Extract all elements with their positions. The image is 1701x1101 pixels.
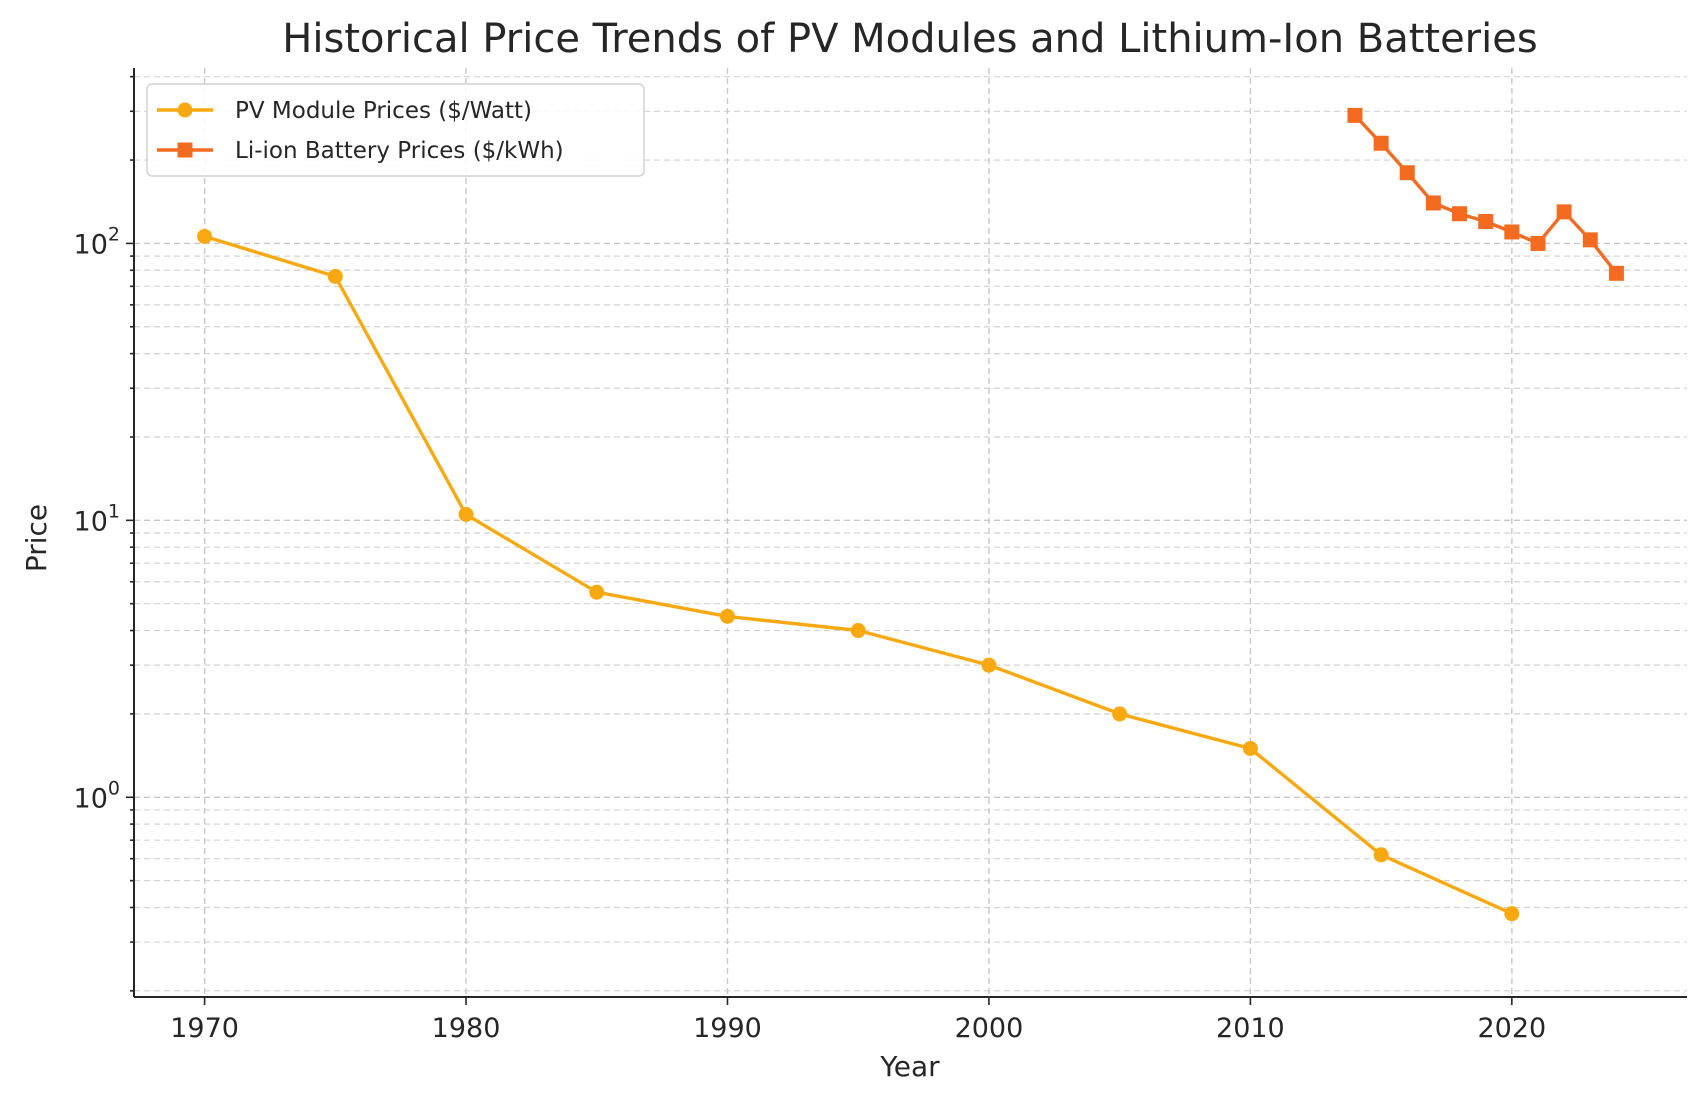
data-point	[327, 268, 343, 284]
data-point	[1399, 165, 1415, 181]
series-line-0	[204, 234, 1513, 916]
legend-marker	[177, 142, 193, 158]
data-point	[1478, 213, 1494, 229]
legend-label: Li-ion Battery Prices ($/kWh)	[235, 138, 564, 164]
y-axis-label: Price	[20, 504, 53, 572]
data-point	[1504, 224, 1520, 240]
grid-layer	[134, 68, 1687, 997]
y-tick-label: 102	[74, 223, 120, 260]
x-tick-label: 2020	[1477, 1013, 1546, 1044]
data-point	[1504, 906, 1520, 922]
data-point	[589, 584, 605, 600]
x-axis-label: Year	[879, 1050, 940, 1083]
data-point	[981, 657, 997, 673]
legend-label: PV Module Prices ($/Watt)	[235, 98, 532, 124]
data-point	[1112, 706, 1128, 722]
data-point	[1373, 135, 1389, 151]
x-tick-label: 1970	[170, 1013, 239, 1044]
y-tick-label: 101	[74, 500, 120, 537]
data-point	[1242, 741, 1258, 757]
data-point	[850, 623, 866, 639]
x-tick-label: 1980	[432, 1013, 501, 1044]
data-point	[1582, 232, 1598, 248]
legend: PV Module Prices ($/Watt) Li-ion Battery …	[146, 83, 645, 177]
x-tick-label: 1990	[693, 1013, 762, 1044]
data-point	[1530, 235, 1546, 251]
data-point	[458, 506, 474, 522]
chart-title: Historical Price Trends of PV Modules an…	[282, 16, 1537, 62]
data-point	[719, 608, 735, 624]
series-line-1	[1353, 114, 1618, 275]
data-point	[1347, 107, 1363, 123]
legend-box	[146, 83, 645, 177]
data-point	[1556, 204, 1572, 220]
x-tick-label: 2000	[955, 1013, 1024, 1044]
series-layer	[197, 107, 1624, 922]
data-point	[1452, 206, 1468, 222]
axes-layer: 100 101 102 1970 1980 1990 2000 2010 2020	[74, 68, 1687, 1044]
data-point	[1425, 195, 1441, 211]
data-point	[1373, 847, 1389, 863]
data-point	[197, 228, 213, 244]
y-tick-label: 100	[74, 777, 120, 814]
x-tick-label: 2010	[1216, 1013, 1285, 1044]
legend-marker	[177, 102, 193, 118]
data-point	[1608, 265, 1624, 281]
